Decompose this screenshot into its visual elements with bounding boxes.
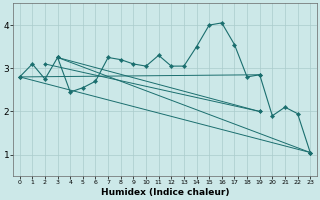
X-axis label: Humidex (Indice chaleur): Humidex (Indice chaleur) (101, 188, 229, 197)
